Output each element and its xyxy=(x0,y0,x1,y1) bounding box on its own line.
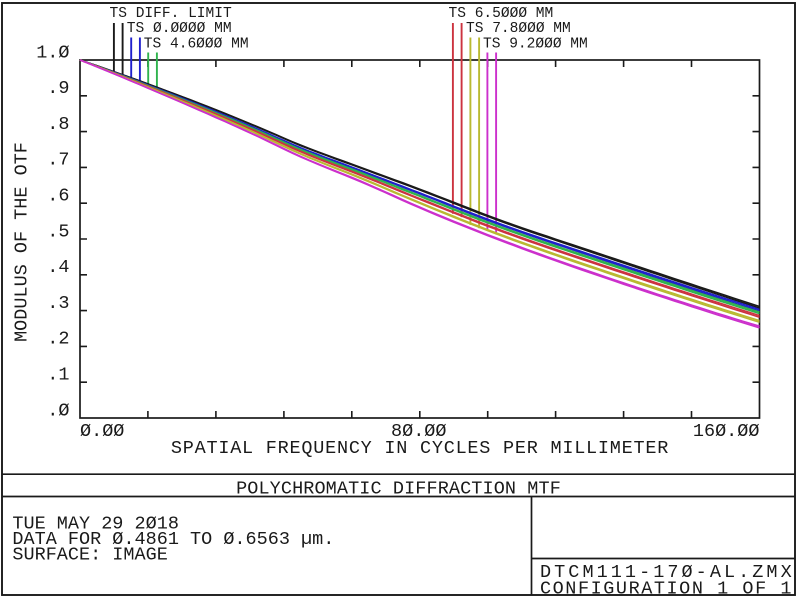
svg-text:TS 7.8ØØØ MM: TS 7.8ØØØ MM xyxy=(466,21,571,37)
svg-text:DATA FOR Ø.4861 TO Ø.6563 µm.: DATA FOR Ø.4861 TO Ø.6563 µm. xyxy=(12,529,334,550)
svg-text:16Ø.ØØ: 16Ø.ØØ xyxy=(693,421,760,442)
svg-text:TUE MAY 29 2Ø18: TUE MAY 29 2Ø18 xyxy=(12,514,179,535)
svg-text:.7: .7 xyxy=(47,150,69,171)
svg-text:TS DIFF. LIMIT: TS DIFF. LIMIT xyxy=(110,6,232,22)
svg-text:TS 4.6ØØØ MM: TS 4.6ØØØ MM xyxy=(144,37,249,53)
svg-text:TS 6.5ØØØ MM: TS 6.5ØØØ MM xyxy=(449,6,554,22)
svg-text:CONFIGURATION 1 OF 1: CONFIGURATION 1 OF 1 xyxy=(540,578,793,599)
svg-text:SPATIAL FREQUENCY IN CYCLES PE: SPATIAL FREQUENCY IN CYCLES PER MILLIMET… xyxy=(171,438,669,459)
svg-text:.Ø: .Ø xyxy=(47,400,69,421)
svg-text:POLYCHROMATIC DIFFRACTION MTF: POLYCHROMATIC DIFFRACTION MTF xyxy=(236,479,561,500)
svg-text:SURFACE: IMAGE: SURFACE: IMAGE xyxy=(12,544,167,565)
svg-text:DTCM111-17Ø-AL.ZMX: DTCM111-17Ø-AL.ZMX xyxy=(540,562,795,583)
svg-text:.5: .5 xyxy=(47,221,69,242)
svg-text:.9: .9 xyxy=(47,78,69,99)
svg-text:.3: .3 xyxy=(47,293,69,314)
svg-text:Ø.ØØ: Ø.ØØ xyxy=(80,421,124,442)
svg-text:.2: .2 xyxy=(47,329,69,350)
svg-text:TS 9.2ØØØ MM: TS 9.2ØØØ MM xyxy=(483,37,588,53)
svg-text:.1: .1 xyxy=(47,365,69,386)
svg-text:.4: .4 xyxy=(47,257,69,278)
svg-text:.8: .8 xyxy=(47,114,69,135)
svg-text:TS Ø.ØØØØ MM: TS Ø.ØØØØ MM xyxy=(127,21,232,37)
svg-text:.6: .6 xyxy=(47,186,69,207)
svg-text:MODULUS OF THE OTF: MODULUS OF THE OTF xyxy=(12,142,33,342)
svg-text:8Ø.ØØ: 8Ø.ØØ xyxy=(391,421,447,442)
svg-text:1.Ø: 1.Ø xyxy=(36,42,69,63)
